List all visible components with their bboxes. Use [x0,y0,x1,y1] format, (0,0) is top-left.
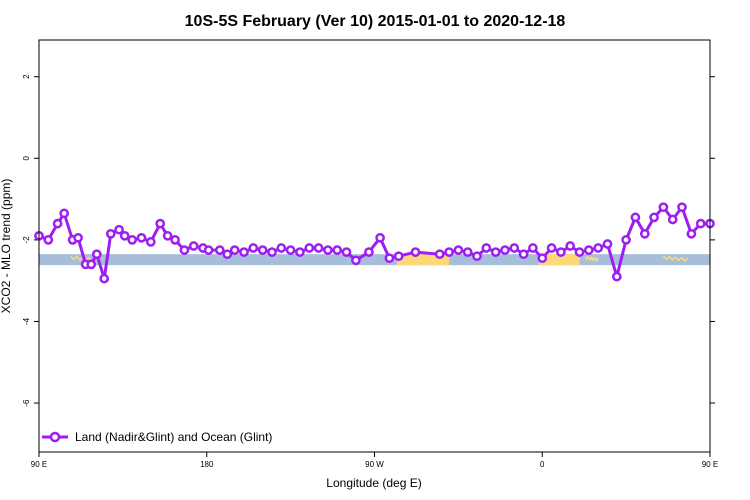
data-point [203,245,214,255]
data-point [155,218,166,229]
data-point [677,202,687,213]
y-tick-label: -6 [22,399,31,407]
data-point [593,243,604,253]
data-point [462,247,473,257]
data-point [59,208,70,219]
data-point [375,232,385,243]
data-point [630,212,641,223]
data-point [490,247,501,257]
data-point [136,232,147,243]
x-tick-label: 90 E [702,460,718,469]
data-point [546,243,557,253]
data-point [257,245,268,255]
data-point [332,245,343,255]
data-point [444,247,454,257]
legend: Land (Nadir&Glint) and Ocean (Glint) [42,430,272,444]
data-point [384,253,395,264]
data-point [119,230,130,241]
data-point [127,235,138,245]
data-point [686,228,697,239]
data-point [313,243,324,253]
x-tick-label: 90 W [365,460,384,469]
data-point [188,241,199,251]
data-point [649,212,659,223]
data-point [105,228,116,239]
data-point [658,202,669,213]
data-point [695,218,706,229]
chart-title: 10S-5S February (Ver 10) 2015-01-01 to 2… [185,13,566,30]
y-tick-label: 2 [22,74,31,79]
data-point [239,247,249,257]
data-point [222,249,233,260]
data-point [602,239,613,249]
y-tick-label: -4 [22,317,31,325]
land-band [396,254,450,266]
data-point [170,235,180,245]
data-point [364,247,374,257]
data-point [179,245,190,255]
y-tick-label: 0 [22,156,31,161]
x-tick-label: 0 [540,460,545,469]
legend-marker [49,431,61,443]
data-point [574,247,585,257]
data-point [556,247,566,257]
data-point [509,243,520,253]
data-point [410,247,421,257]
data-point [229,245,240,255]
data-point [528,243,538,253]
data-point [453,245,464,255]
data-point [304,243,315,253]
ocean-band [39,254,710,266]
data-point [267,247,277,257]
x-axis-label: Longitude (deg E) [326,476,421,490]
data-point [393,251,404,262]
data-point [481,243,492,253]
data-point [621,235,631,245]
coastline-mark [662,255,689,262]
data-point [276,243,287,253]
data-point [565,241,576,251]
data-point [99,273,110,284]
series-layer [34,202,715,284]
data-point [434,249,445,260]
land-band [538,254,580,266]
x-tick-label: 180 [200,460,214,469]
data-point [295,247,305,257]
plot-frame [38,39,711,453]
data-point [214,245,225,255]
data-point [341,247,352,257]
data-point [145,237,156,247]
data-point [162,230,173,241]
data-point [583,245,594,255]
data-point [91,249,102,260]
legend-label: Land (Nadir&Glint) and Ocean (Glint) [75,430,272,444]
data-point [285,245,296,255]
data-point [52,218,63,229]
data-point [611,271,622,282]
data-point [248,243,259,253]
coastline-mark [584,255,599,263]
data-point [86,259,97,270]
y-axis-label: XCO2 - MLO trend (ppm) [0,179,13,314]
data-point [114,224,124,235]
data-point [323,245,333,255]
axis-ticks: 90 E 180 90 W 0 90 E 2 0 -2 -4 -6 [22,74,718,469]
data-point [43,235,54,245]
data-point [351,255,361,266]
data-point [500,245,510,255]
data-point [537,253,548,264]
data-point [639,228,650,239]
y-tick-label: -2 [22,236,31,244]
data-point [667,214,678,225]
x-tick-label: 90 E [31,460,47,469]
data-point [73,232,83,243]
data-point [518,249,529,260]
data-point [472,251,482,262]
